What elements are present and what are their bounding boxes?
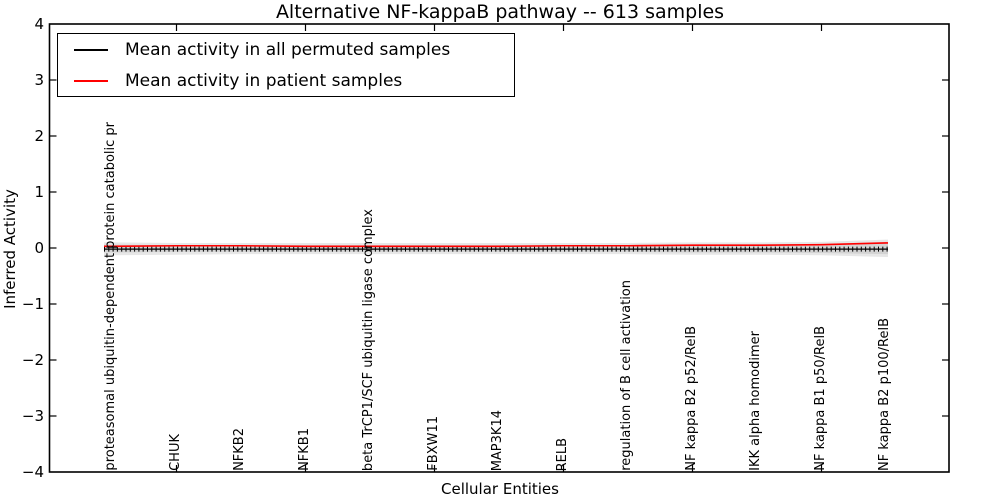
y-tick-label: 0 (34, 239, 44, 257)
y-tick-label: 1 (34, 183, 44, 201)
y-tick-label: −1 (21, 295, 44, 313)
legend-item-patient: Mean activity in patient samples (58, 69, 514, 93)
patient-series-line (104, 242, 888, 248)
x-tick-label: CHUK (167, 434, 183, 471)
x-tick-label: IKK alpha homodimer (748, 331, 763, 471)
x-tick-label: regulation of B cell activation (619, 280, 634, 471)
y-tick-label: 2 (34, 127, 44, 145)
legend-item-permuted: Mean activity in all permuted samples (58, 38, 514, 62)
legend-label-patient: Mean activity in patient samples (125, 70, 403, 91)
y-tick-label: 4 (34, 15, 44, 33)
x-tick-label: NF kappa B1 p50/RelB (812, 326, 828, 471)
legend-label-permuted: Mean activity in all permuted samples (125, 39, 451, 60)
x-tick-label: FBXW11 (425, 416, 441, 471)
x-tick-label: proteasomal ubiquitin-dependent protein … (103, 122, 118, 471)
y-tick-label: −2 (21, 351, 44, 369)
x-tick-label: RELB (554, 437, 570, 471)
x-axis-label: Cellular Entities (441, 480, 559, 498)
legend-line-sample-black-icon (74, 48, 108, 51)
x-tick-label: NFKB1 (296, 428, 312, 471)
y-tick-label: −3 (21, 407, 44, 425)
x-tick-label: NF kappa B2 p52/RelB (683, 326, 699, 471)
x-tick-label: NF kappa B2 p100/RelB (877, 318, 892, 471)
x-tick-label: NFKB2 (232, 428, 247, 471)
y-tick-label: 3 (34, 71, 44, 89)
y-tick-label: −4 (21, 463, 44, 481)
x-tick-label: beta TrCP1/SCF ubiquitin ligase complex (361, 208, 376, 471)
legend: Mean activity in all permuted samples Me… (57, 33, 515, 97)
legend-line-sample-red-icon (74, 79, 108, 82)
x-tick-label: MAP3K14 (490, 409, 505, 471)
chart-title: Alternative NF-kappaB pathway -- 613 sam… (275, 1, 725, 23)
